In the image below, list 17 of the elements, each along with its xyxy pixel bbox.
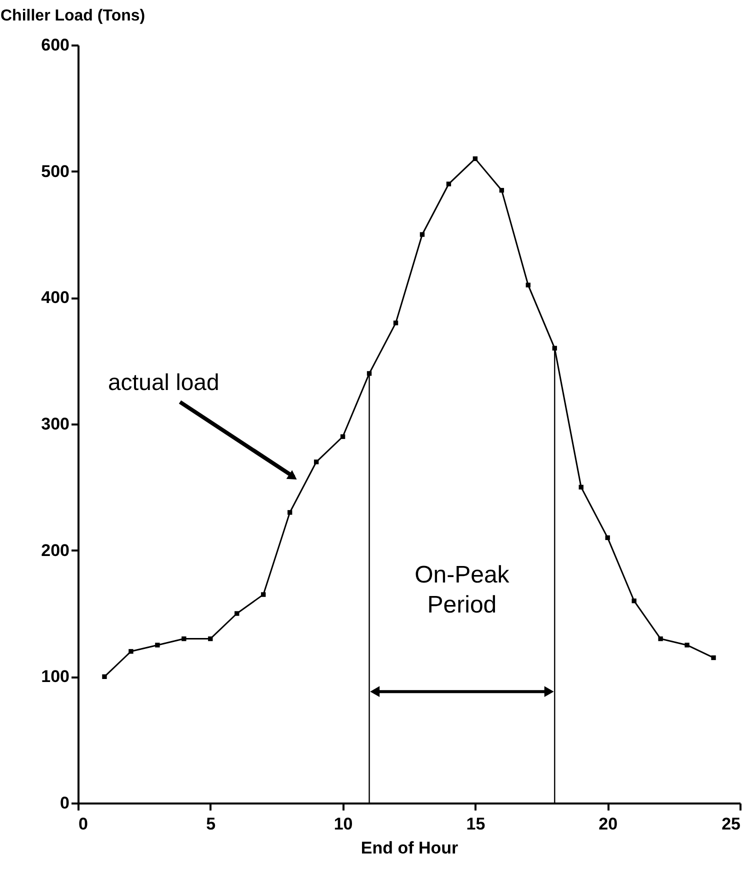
y-axis-title: Chiller Load (Tons) — [0, 8, 146, 24]
x-tick-label: 20 — [598, 814, 618, 834]
x-tick-label: 10 — [334, 814, 353, 834]
annotation: On-Peak Period — [414, 562, 510, 619]
x-tick-label: 25 — [722, 814, 740, 834]
x-tick-label: 5 — [206, 814, 216, 834]
y-tick-label: 400 — [41, 288, 70, 308]
x-axis-title: End of Hour — [360, 838, 459, 858]
y-tick-label: 500 — [41, 162, 70, 181]
y-tick-label: 100 — [41, 667, 70, 686]
x-tick-label: 0 — [78, 814, 88, 834]
annotation: actual load — [108, 369, 220, 395]
y-tick-label: 0 — [60, 794, 70, 812]
x-tick-label: 15 — [466, 814, 486, 834]
y-tick-label: 300 — [41, 414, 70, 434]
y-tick-label: 600 — [41, 36, 70, 54]
y-tick-label: 200 — [41, 540, 70, 560]
